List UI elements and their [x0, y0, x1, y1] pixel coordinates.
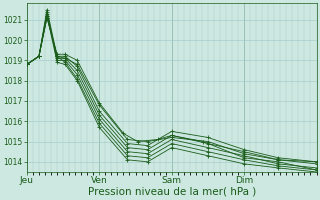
X-axis label: Pression niveau de la mer( hPa ): Pression niveau de la mer( hPa ): [88, 187, 256, 197]
